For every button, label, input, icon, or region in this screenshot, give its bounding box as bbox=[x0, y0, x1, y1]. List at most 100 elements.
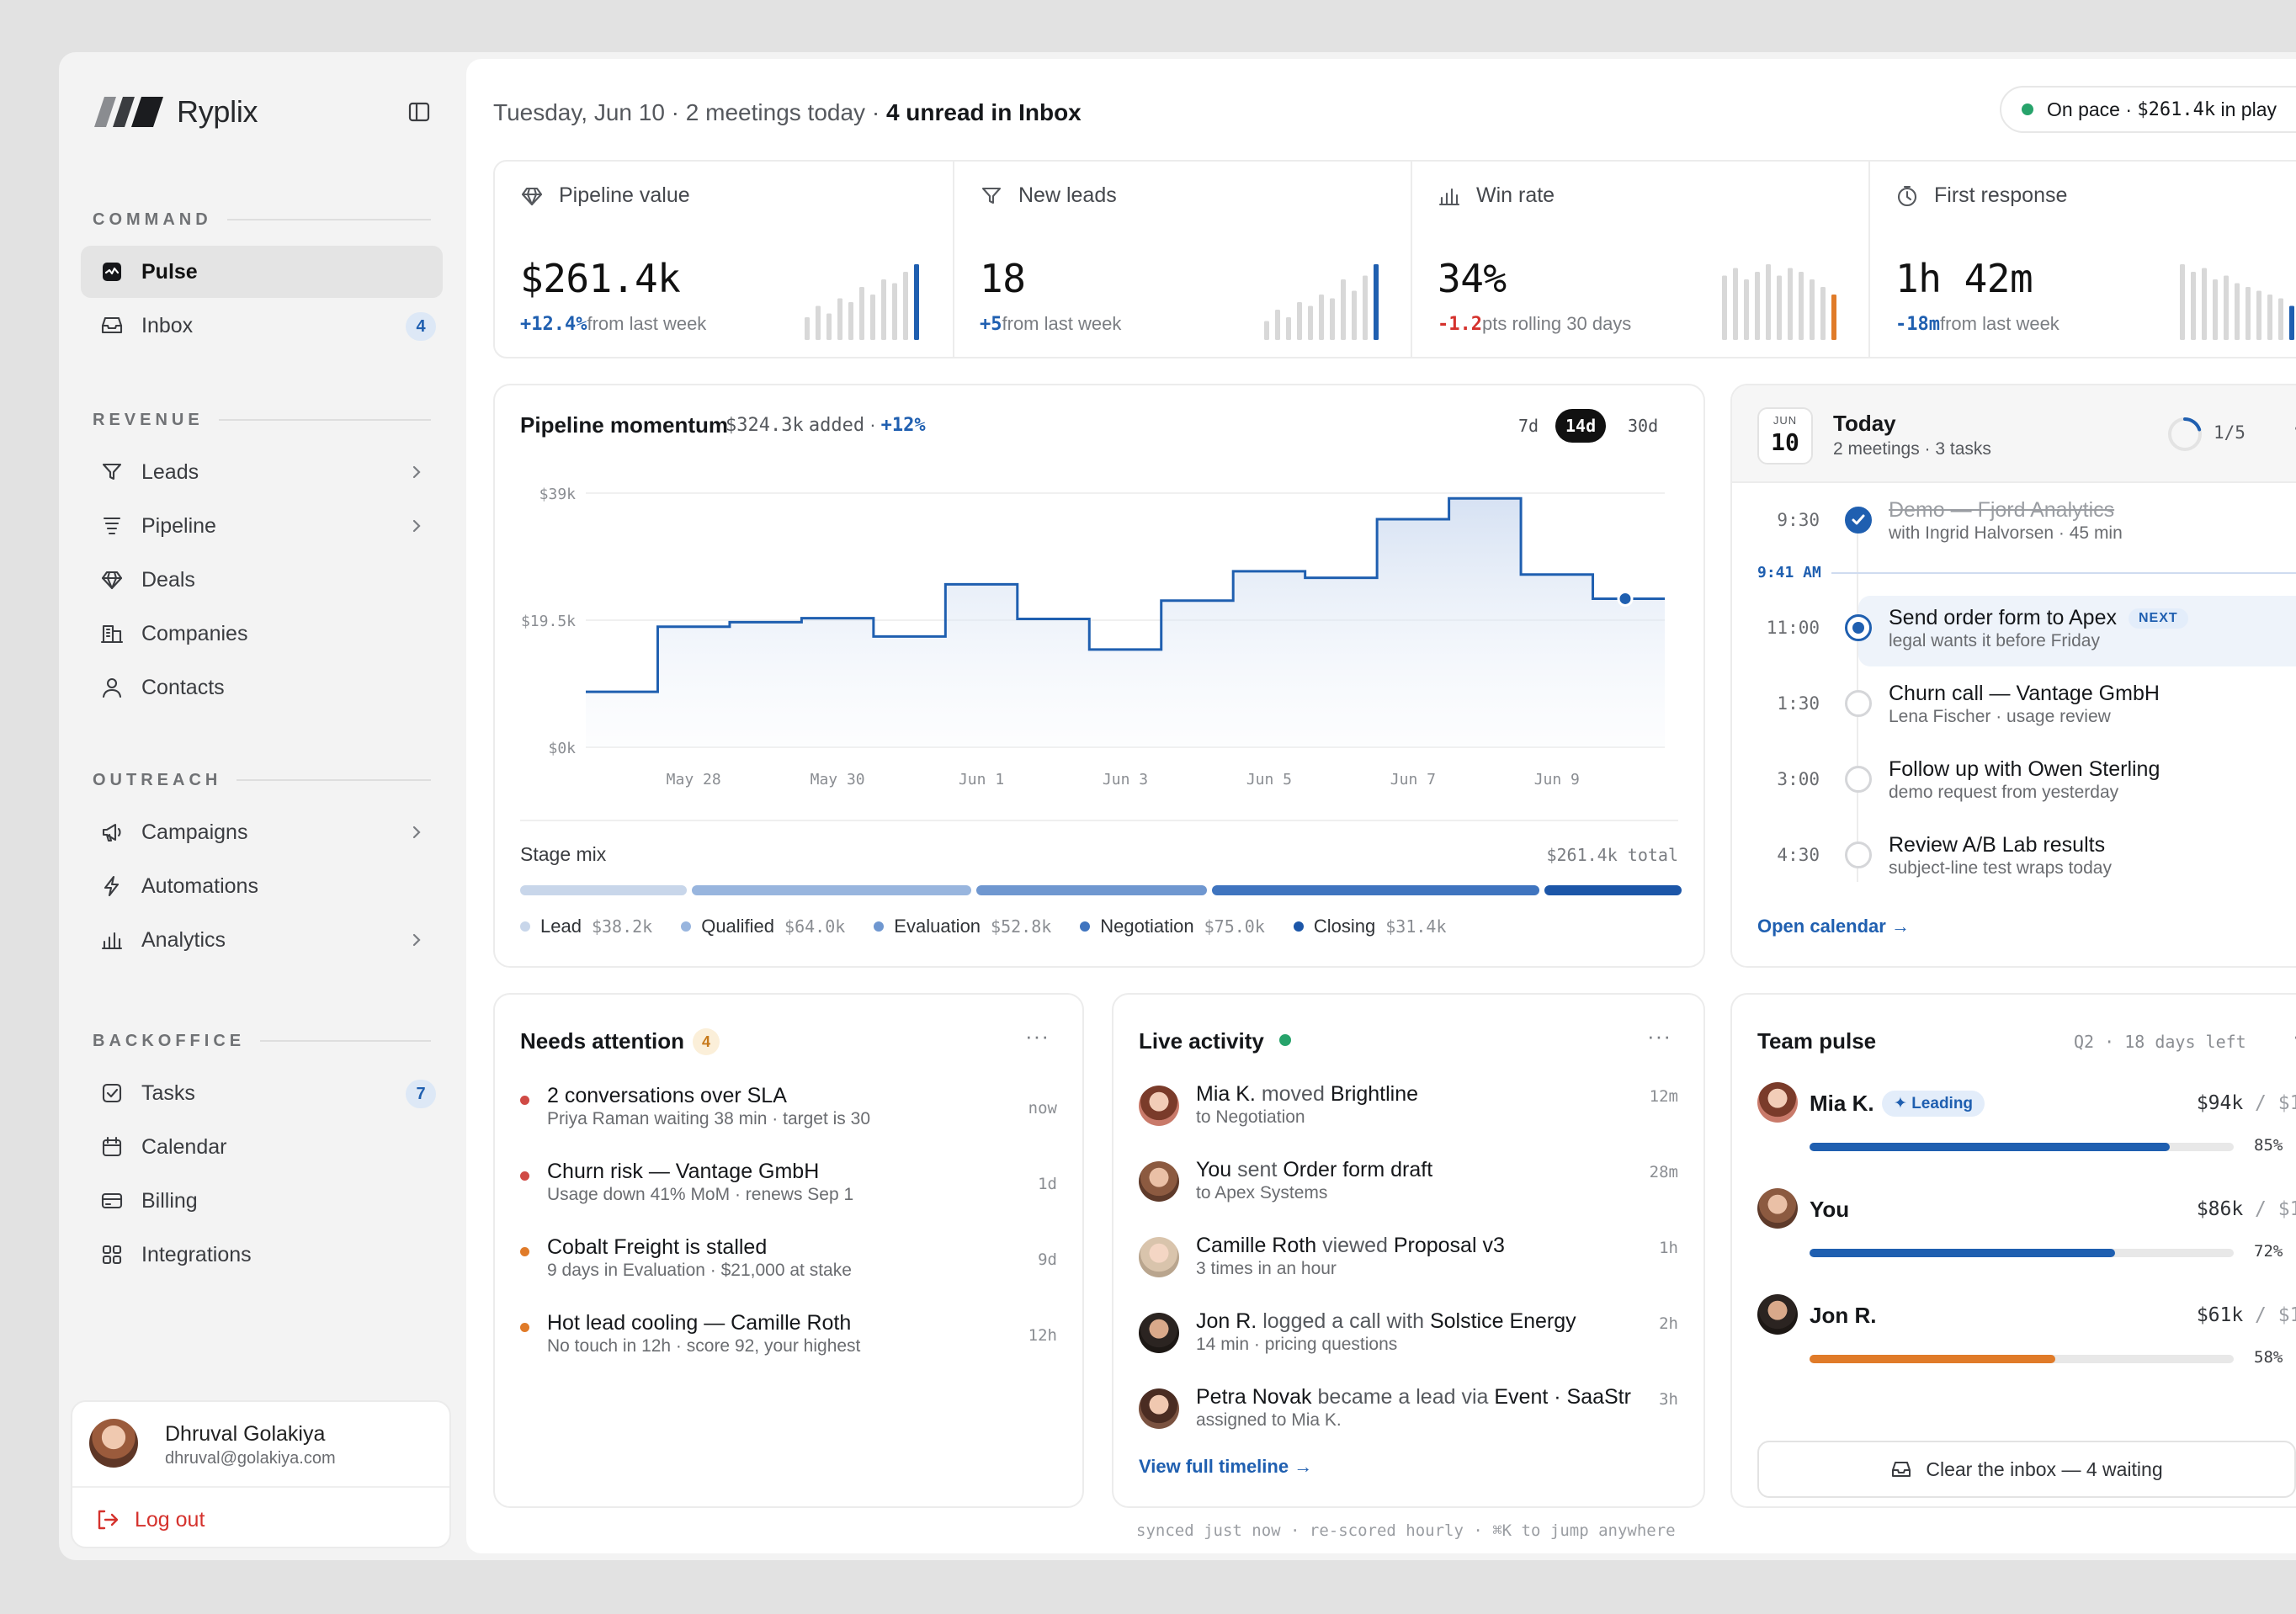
spark-bar bbox=[848, 302, 853, 340]
pipeline-chart: $0k $19.5k $39k May 28 May 30 Jun 1 Jun 3 Jun 5… bbox=[521, 486, 1665, 788]
sidebar-item-pipeline[interactable]: Pipeline bbox=[81, 500, 443, 552]
header-unread[interactable]: 4 unread in Inbox bbox=[885, 99, 1082, 125]
spark-bar bbox=[870, 295, 875, 340]
megaphone-icon bbox=[102, 823, 121, 842]
kpi-card[interactable]: First response 1h 42m -18mfrom last week bbox=[1868, 162, 2296, 357]
logout-button[interactable]: Log out bbox=[94, 1500, 205, 1540]
pace-pill[interactable]: On pace · $261.4k in play bbox=[2000, 86, 2296, 133]
sidebar-item-tasks[interactable]: Tasks 7 bbox=[81, 1067, 443, 1119]
spark-bar bbox=[2213, 279, 2218, 340]
legend-item[interactable]: Closing $31.4k bbox=[1293, 916, 1446, 937]
user-email: dhruval@golakiya.com bbox=[165, 1449, 336, 1468]
sidebar-item-automations[interactable]: Automations bbox=[81, 860, 443, 912]
sidebar-item-label: Calendar bbox=[141, 1134, 227, 1159]
kpi-card[interactable]: Pipeline value $261.4k +12.4%from last wee… bbox=[495, 162, 951, 357]
spark-bar bbox=[2235, 283, 2240, 340]
stage-mix-total: $261.4k total bbox=[1546, 845, 1678, 865]
sidebar-item-deals[interactable]: Deals bbox=[81, 554, 443, 606]
filter-icon bbox=[102, 463, 122, 480]
stage-bar-evaluation[interactable] bbox=[976, 885, 1208, 895]
nav-section: REVENUE Leads Pipeline Deals Companies Contac… bbox=[81, 407, 443, 714]
event-checkbox[interactable] bbox=[1845, 614, 1872, 641]
legend-item[interactable]: Evaluation $52.8k bbox=[874, 916, 1051, 937]
x-tick-label: May 28 bbox=[667, 771, 721, 788]
sidebar-item-analytics[interactable]: Analytics bbox=[81, 914, 443, 966]
live-activity-card: Live activity ··· Mia K. moved Brightlin… bbox=[1112, 993, 1705, 1508]
kpi-card[interactable]: New leads 18 +5from last week bbox=[953, 162, 1409, 357]
event-subtitle: demo request from yesterday bbox=[1889, 783, 2119, 802]
megaphone-icon bbox=[99, 820, 125, 845]
brand[interactable]: Ryplix bbox=[93, 82, 258, 141]
credit-card-icon bbox=[101, 1192, 123, 1209]
calendar-icon bbox=[99, 1134, 125, 1160]
event-checkbox[interactable] bbox=[1845, 842, 1872, 868]
more-options-icon[interactable]: ··· bbox=[1025, 1023, 1050, 1049]
kpi-delta: -1.2pts rolling 30 days bbox=[1438, 313, 1632, 335]
checked-circle-icon[interactable] bbox=[1845, 507, 1872, 534]
header-meetings[interactable]: 2 meetings today bbox=[685, 99, 866, 125]
activity-subtitle: 14 min · pricing questions bbox=[1196, 1335, 1398, 1354]
range-tab-30d[interactable]: 30d bbox=[1628, 416, 1659, 436]
view-timeline-link[interactable]: View full timeline → bbox=[1139, 1456, 1313, 1477]
sidebar-item-label: Inbox bbox=[141, 313, 194, 337]
divider bbox=[226, 219, 431, 220]
stage-bar-qualified[interactable] bbox=[692, 885, 972, 895]
open-calendar-link[interactable]: Open calendar → bbox=[1757, 916, 1910, 937]
more-options-icon[interactable]: ··· bbox=[2293, 414, 2296, 440]
sidebar-item-pulse[interactable]: Pulse bbox=[81, 246, 443, 298]
sidebar-item-label: Pipeline bbox=[141, 513, 216, 538]
clear-inbox-button[interactable]: Clear the inbox — 4 waiting bbox=[1757, 1441, 2296, 1498]
spark-bar bbox=[1820, 287, 1826, 340]
bolt-icon bbox=[104, 875, 120, 897]
kpi-header: Win rate bbox=[1438, 183, 1555, 208]
event-checkbox[interactable] bbox=[1845, 766, 1872, 793]
nav-section: BACKOFFICE Tasks 7 Calendar Billing Integrati… bbox=[81, 1028, 443, 1281]
stage-bar-lead[interactable] bbox=[520, 885, 688, 895]
checkbox-icon bbox=[102, 1083, 122, 1103]
severity-dot bbox=[520, 1171, 529, 1181]
sidebar-item-calendar[interactable]: Calendar bbox=[81, 1121, 443, 1173]
spark-bar bbox=[1352, 290, 1357, 340]
y-tick-label: $0k bbox=[548, 740, 576, 757]
sidebar-item-campaigns[interactable]: Campaigns bbox=[81, 806, 443, 858]
bar-chart-icon bbox=[101, 932, 123, 950]
attention-title: Cobalt Freight is stalled bbox=[547, 1235, 768, 1259]
stage-bar-closing[interactable] bbox=[1544, 885, 1682, 895]
progress-text: 1/5 bbox=[2214, 422, 2246, 443]
activity-title: Mia K. moved Brightline bbox=[1196, 1082, 1419, 1106]
legend-item[interactable]: Negotiation $75.0k bbox=[1080, 916, 1265, 937]
building-icon bbox=[100, 624, 124, 644]
spark-bar bbox=[2256, 290, 2261, 340]
pipeline-momentum-card: Pipeline momentum $324.3k added · +12% 7… bbox=[493, 384, 1705, 968]
range-tab-7d[interactable]: 7d bbox=[1517, 416, 1539, 436]
bar-chart-icon bbox=[99, 927, 125, 953]
sidebar-item-leads[interactable]: Leads bbox=[81, 446, 443, 498]
next-event-highlight bbox=[1858, 596, 2296, 666]
kpi-header: Pipeline value bbox=[520, 183, 690, 208]
sidebar-item-inbox[interactable]: Inbox 4 bbox=[81, 300, 443, 352]
sidebar-item-integrations[interactable]: Integrations bbox=[81, 1229, 443, 1281]
more-options-icon[interactable]: ··· bbox=[2293, 1023, 2296, 1049]
quota-progress-bar bbox=[1810, 1355, 2234, 1363]
event-title: Send order form to Apex NEXT bbox=[1889, 606, 2188, 630]
sidebar-item-label: Billing bbox=[141, 1188, 198, 1213]
avatar[interactable] bbox=[89, 1419, 138, 1468]
kpi-label: New leads bbox=[1018, 183, 1117, 207]
legend-item[interactable]: Qualified $64.0k bbox=[681, 916, 845, 937]
spark-bar bbox=[826, 313, 832, 340]
range-tab-14d[interactable]: 14d bbox=[1555, 409, 1607, 443]
x-tick-label: May 30 bbox=[811, 771, 865, 788]
chevron-right-icon bbox=[412, 826, 421, 839]
sidebar-toggle-button[interactable] bbox=[397, 90, 441, 134]
activity-title: Camille Roth viewed Proposal v3 bbox=[1196, 1234, 1505, 1257]
more-options-icon[interactable]: ··· bbox=[1647, 1023, 1672, 1049]
sidebar-item-contacts[interactable]: Contacts bbox=[81, 661, 443, 714]
date-chip: JUN 10 bbox=[1757, 407, 1813, 465]
brand-name: Ryplix bbox=[177, 94, 258, 129]
event-checkbox[interactable] bbox=[1845, 690, 1872, 717]
sidebar-item-companies[interactable]: Companies bbox=[81, 608, 443, 660]
sidebar-item-billing[interactable]: Billing bbox=[81, 1175, 443, 1227]
legend-item[interactable]: Lead $38.2k bbox=[520, 916, 652, 937]
kpi-card[interactable]: Win rate 34% -1.2pts rolling 30 days bbox=[1411, 162, 1867, 357]
stage-bar-negotiation[interactable] bbox=[1212, 885, 1540, 895]
